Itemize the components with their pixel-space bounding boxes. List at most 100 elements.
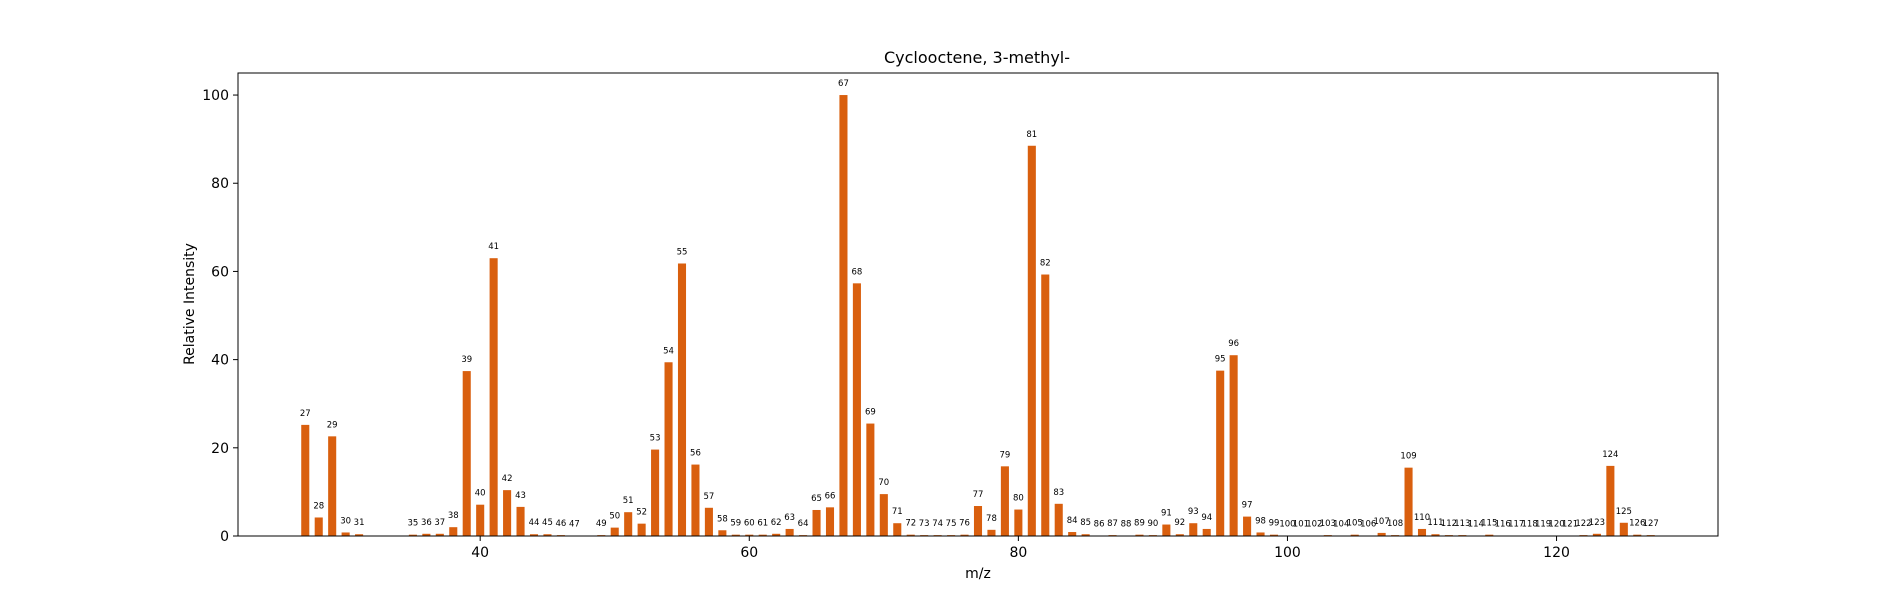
bar-label: 95 (1215, 355, 1226, 365)
bar (624, 512, 633, 536)
bar (1243, 516, 1252, 536)
bar (489, 258, 498, 536)
bar-label: 89 (1134, 519, 1145, 529)
bar (1014, 509, 1023, 536)
bar (543, 534, 552, 536)
bar-label: 62 (771, 518, 782, 528)
bar-label: 106 (1360, 520, 1376, 530)
y-tick-label: 100 (202, 88, 229, 104)
bar (422, 533, 431, 536)
bar-label: 61 (757, 519, 768, 529)
bar-label: 110 (1414, 513, 1430, 523)
bar-label: 31 (354, 518, 365, 528)
bar-label: 100 (1279, 520, 1295, 530)
bar-label: 69 (865, 408, 876, 418)
bar-label: 118 (1522, 520, 1538, 530)
bar-label: 96 (1228, 339, 1239, 349)
bar (1256, 532, 1265, 536)
bar-label: 72 (905, 519, 916, 529)
bar-label: 115 (1481, 519, 1497, 529)
bar (1054, 503, 1063, 536)
x-tick-label: 40 (471, 545, 489, 561)
bar-label: 59 (730, 519, 741, 529)
bar-label: 120 (1548, 520, 1564, 530)
bar (839, 95, 848, 537)
bar (408, 534, 417, 536)
bar-label: 70 (878, 478, 889, 488)
bar-label: 87 (1107, 519, 1118, 529)
bar-label: 119 (1535, 520, 1551, 530)
bar-label: 99 (1269, 519, 1280, 529)
bar-label: 42 (502, 474, 513, 484)
bar (1633, 534, 1642, 536)
bar (529, 534, 539, 536)
bar (772, 533, 781, 536)
bar-label: 39 (461, 355, 472, 365)
bar-label: 41 (488, 242, 499, 252)
bar (1000, 466, 1009, 536)
bar-label: 91 (1161, 509, 1172, 519)
bar-label: 112 (1441, 519, 1457, 529)
bar (1027, 145, 1036, 536)
bar-label: 111 (1427, 518, 1443, 528)
bar-label: 122 (1575, 519, 1591, 529)
bar (1041, 274, 1050, 536)
bar-label: 73 (919, 519, 930, 529)
bar-label: 54 (663, 346, 674, 356)
bar-label: 124 (1602, 450, 1618, 460)
bar (677, 263, 687, 536)
bar-label: 55 (677, 247, 688, 257)
bar (704, 507, 713, 536)
bar (328, 436, 337, 536)
bar (691, 464, 700, 536)
x-tick-label: 120 (1543, 545, 1570, 561)
bar-label: 85 (1080, 518, 1091, 528)
bar (879, 494, 888, 536)
bar-label: 28 (313, 501, 324, 511)
bar-label: 58 (717, 514, 728, 524)
bar (1068, 532, 1077, 536)
bar-label: 38 (448, 511, 459, 521)
bar (960, 534, 969, 536)
bar-label: 102 (1306, 520, 1322, 530)
bar (664, 362, 673, 536)
x-axis-label: m/z (965, 566, 991, 582)
bar-label: 37 (434, 518, 445, 528)
bar-label: 83 (1053, 488, 1064, 498)
bar (906, 534, 915, 536)
bar-label: 125 (1616, 507, 1632, 517)
bar-label: 127 (1643, 519, 1659, 529)
bar-label: 60 (744, 519, 755, 529)
bar-label: 101 (1293, 520, 1309, 530)
bar (866, 423, 875, 536)
y-tick-label: 0 (220, 529, 229, 545)
bar (610, 527, 619, 536)
bar (1202, 528, 1211, 536)
bar-label: 27 (300, 409, 311, 419)
bar-label: 67 (838, 79, 849, 89)
bar (651, 449, 660, 536)
bar (852, 283, 861, 536)
bar (1229, 355, 1238, 536)
bar-label: 80 (1013, 494, 1024, 504)
bar (341, 532, 350, 536)
bar (731, 534, 740, 536)
bar-label: 94 (1201, 513, 1212, 523)
bar (314, 517, 323, 536)
bar-label: 68 (851, 267, 862, 277)
bar-label: 53 (650, 434, 661, 444)
bar-label: 30 (340, 516, 351, 526)
bar-label: 88 (1121, 520, 1132, 530)
bar-label: 104 (1333, 520, 1349, 530)
plot-frame (237, 72, 1719, 537)
bar (503, 490, 512, 536)
bar (758, 534, 767, 536)
bar-label: 52 (636, 508, 647, 518)
bar (1135, 534, 1144, 536)
bar-label: 126 (1629, 519, 1645, 529)
bar-label: 40 (475, 489, 486, 499)
bar-label: 47 (569, 520, 580, 530)
bar (987, 529, 996, 536)
